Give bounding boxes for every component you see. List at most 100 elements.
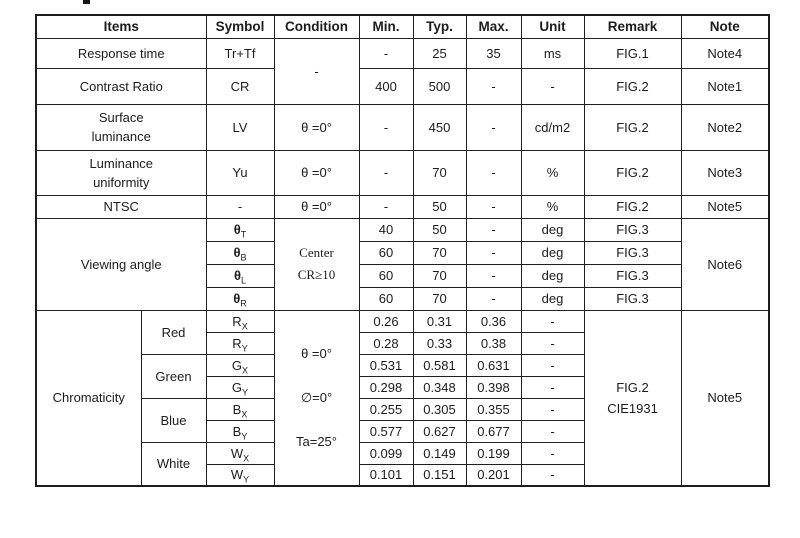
max-cell: - xyxy=(465,194,522,219)
header-note: Note xyxy=(680,14,770,39)
typ-cell: 25 xyxy=(412,37,467,69)
typ-cell: 0.581 xyxy=(412,353,467,377)
typ-cell: 0.305 xyxy=(412,397,467,421)
typ-cell: 0.33 xyxy=(412,331,467,355)
min-cell: - xyxy=(358,103,414,151)
header-symbol: Symbol xyxy=(205,14,275,39)
symbol-cell: CR xyxy=(205,67,275,105)
note-cell: Note4 xyxy=(680,37,770,69)
chroma-symbol: B xyxy=(232,423,242,439)
color-cell: Green xyxy=(140,353,207,399)
table-row: θL 60 70 - deg FIG.3 xyxy=(36,263,769,288)
theta-subscript: L xyxy=(241,275,247,286)
min-cell: 0.531 xyxy=(358,353,414,377)
max-cell: 0.355 xyxy=(465,397,522,421)
theta-subscript: T xyxy=(240,229,247,240)
table-row: θR 60 70 - deg FIG.3 xyxy=(36,286,769,311)
color-cell: Blue xyxy=(140,397,207,443)
theta-subscript: B xyxy=(240,252,247,263)
unit-cell: - xyxy=(520,463,585,487)
condition-cell: θ =0° ∅=0° Ta=25° xyxy=(273,309,360,487)
min-cell: 60 xyxy=(358,286,414,311)
symbol-cell: θT xyxy=(205,217,275,242)
theta-symbol: θ xyxy=(233,291,241,306)
header-items: Items xyxy=(35,14,207,39)
unit-cell: ms xyxy=(520,37,585,69)
chroma-subscript: Y xyxy=(242,387,249,398)
symbol-cell: θB xyxy=(205,240,275,265)
typ-cell: 500 xyxy=(412,67,467,105)
symbol-cell: BY xyxy=(205,419,275,443)
condition-cell: - xyxy=(273,37,360,105)
chroma-symbol: R xyxy=(232,313,242,329)
unit-cell: % xyxy=(520,194,585,219)
max-cell: 0.398 xyxy=(465,375,522,399)
max-cell: 0.38 xyxy=(465,331,522,355)
typ-cell: 50 xyxy=(412,217,467,242)
typ-cell: 0.31 xyxy=(412,309,467,333)
table-row: White WX 0.099 0.149 0.199 - xyxy=(36,441,769,487)
min-cell: 60 xyxy=(358,263,414,288)
condition-cell: θ =0° xyxy=(273,149,360,196)
table-row: Contrast Ratio CR 400 500 - - FIG.2 Note… xyxy=(35,67,770,105)
item-cell: Luminance uniformity xyxy=(35,149,207,196)
table-row: θB 60 70 - deg FIG.3 xyxy=(36,240,769,265)
item-cell: NTSC xyxy=(35,194,207,219)
typ-cell: 0.151 xyxy=(412,463,467,487)
chroma-subscript: Y xyxy=(241,343,248,354)
typ-cell: 70 xyxy=(412,149,467,196)
min-cell: 60 xyxy=(358,240,414,265)
item-cell: Contrast Ratio xyxy=(35,67,207,105)
condition-cell: θ =0° xyxy=(273,194,360,219)
table-row: Viewing angle θT Center CR≥10 40 50 - de… xyxy=(35,217,770,311)
typ-cell: 0.627 xyxy=(412,419,467,443)
symbol-cell: - xyxy=(205,194,275,219)
chroma-symbol: W xyxy=(230,445,244,461)
max-cell: - xyxy=(465,103,522,151)
symbol-cell: Yu xyxy=(205,149,275,196)
chroma-subscript: X xyxy=(242,365,249,376)
header-min: Min. xyxy=(358,14,414,39)
max-cell: - xyxy=(465,149,522,196)
min-cell: 0.28 xyxy=(358,331,414,355)
remark-cell: FIG.2 xyxy=(583,67,682,105)
note-cell: Note5 xyxy=(680,194,770,219)
unit-cell: - xyxy=(520,67,585,105)
max-cell: 35 xyxy=(465,37,522,69)
max-cell: 0.631 xyxy=(465,353,522,377)
typ-cell: 70 xyxy=(412,286,467,311)
symbol-cell: LV xyxy=(205,103,275,151)
unit-cell: % xyxy=(520,149,585,196)
table-row: Response time Tr+Tf - - 25 35 ms FIG.1 N… xyxy=(35,37,770,105)
remark-cell: FIG.2 xyxy=(583,194,682,219)
header-unit: Unit xyxy=(520,14,585,39)
header-remark: Remark xyxy=(583,14,682,39)
symbol-cell: Tr+Tf xyxy=(205,37,275,69)
min-cell: 0.26 xyxy=(358,309,414,333)
chroma-subscript: X xyxy=(241,321,248,332)
symbol-cell: θL xyxy=(205,263,275,288)
header-max: Max. xyxy=(465,14,522,39)
note-cell: Note6 xyxy=(680,217,770,311)
note-cell: Note2 xyxy=(680,103,770,151)
symbol-cell: RY xyxy=(205,331,275,355)
unit-cell: cd/m2 xyxy=(520,103,585,151)
unit-cell: - xyxy=(520,441,585,465)
chroma-subscript: X xyxy=(243,453,250,464)
max-cell: 0.201 xyxy=(465,463,522,487)
remark-cell: FIG.1 xyxy=(583,37,682,69)
max-cell: 0.36 xyxy=(465,309,522,333)
max-cell: - xyxy=(465,263,522,288)
table-row: Chromaticity Red RX θ =0° ∅=0° Ta=25° 0.… xyxy=(35,309,770,487)
theta-symbol: θ xyxy=(233,245,241,260)
min-cell: - xyxy=(358,37,414,69)
symbol-cell: BX xyxy=(205,397,275,421)
symbol-cell: GX xyxy=(205,353,275,377)
remark-cell: FIG.3 xyxy=(583,286,682,311)
unit-cell: deg xyxy=(520,217,585,242)
chroma-subscript: Y xyxy=(243,474,250,485)
chroma-symbol: B xyxy=(232,401,242,417)
max-cell: - xyxy=(465,286,522,311)
chroma-subscript: X xyxy=(241,409,248,420)
